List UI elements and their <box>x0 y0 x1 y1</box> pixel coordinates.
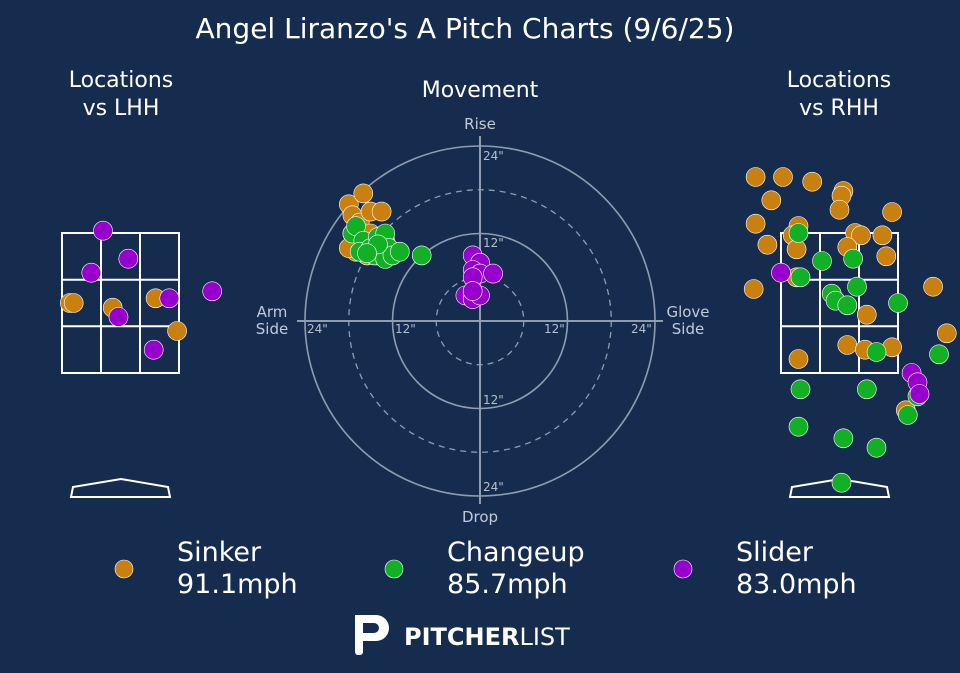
rhh-sinker-point <box>745 167 766 187</box>
rhh-sinker-point <box>923 276 943 297</box>
rhh-changeup-point <box>856 379 877 400</box>
rhh-changeup-point <box>788 223 809 243</box>
rhh-changeup-point <box>790 379 811 400</box>
rhh-sinker-point <box>788 349 809 369</box>
movement-slider-point <box>462 281 483 301</box>
legend-changeup-label: Changeup <box>447 537 585 568</box>
lhh-sinker-point <box>167 321 187 341</box>
ring-label-left-12: 12" <box>395 322 416 336</box>
rhh-sinker-point <box>856 304 877 325</box>
ring-label-top-24: 24" <box>483 149 504 163</box>
pitcherlist-p-logo-icon <box>355 615 389 655</box>
legend-sinker-speed: 91.1mph <box>177 569 298 600</box>
axis-label-glove: Glove <box>666 303 709 321</box>
axis-label-side-left: Side <box>256 320 288 338</box>
rhh-changeup-point <box>929 344 949 365</box>
rhh-title-line1: Locations <box>787 68 892 93</box>
movement-slider-point <box>483 263 503 284</box>
rhh-changeup-point <box>790 267 811 288</box>
rhh-sinker-point <box>745 213 766 234</box>
lhh-slider-point <box>159 288 180 309</box>
axis-label-drop: Drop <box>462 508 498 526</box>
rhh-sinker-point <box>802 171 823 192</box>
rhh-slider-point <box>771 262 791 283</box>
lhh-slider-point <box>202 281 222 302</box>
rhh-changeup-point <box>847 276 867 297</box>
movement-grid <box>297 136 663 504</box>
rhh-sinker-point <box>936 323 957 344</box>
rhh-changeup-point <box>843 248 863 269</box>
legend-changeup-speed: 85.7mph <box>447 569 568 600</box>
movement-changeup-point <box>357 243 377 263</box>
rhh-changeup-point <box>866 342 887 362</box>
brand-bold: PITCHER <box>404 623 519 651</box>
rhh-changeup-point <box>866 437 887 458</box>
rhh-sinker-point <box>851 225 871 246</box>
ring-label-right-12: 12" <box>544 322 565 336</box>
ring-label-bottom-12: 12" <box>483 393 504 407</box>
rhh-sinker-point <box>757 234 778 255</box>
rhh-sinker-point <box>761 190 782 211</box>
ring-label-top-12: 12" <box>483 236 504 250</box>
movement-sinker-point <box>371 201 392 222</box>
rhh-sinker-point <box>872 225 893 246</box>
legend-sinker-label: Sinker <box>177 537 262 568</box>
rhh-sinker-point <box>837 335 858 355</box>
rhh-sinker-point <box>773 167 793 187</box>
rhh-title-line2: vs RHH <box>799 96 879 121</box>
legend-slider-label: Slider <box>736 537 814 568</box>
legend-changeup-dot <box>384 559 404 579</box>
lhh-slider-point <box>143 339 164 360</box>
lhh-home-plate <box>69 477 172 498</box>
legend-slider-dot <box>673 559 693 579</box>
ring-label-bottom-24: 24" <box>483 480 504 494</box>
axis-label-arm: Arm <box>257 303 288 321</box>
rhh-sinker-point <box>876 246 897 267</box>
lhh-title-line2: vs LHH <box>83 96 160 121</box>
lhh-sinker-point <box>63 293 84 313</box>
rhh-sinker-point <box>743 279 764 299</box>
lhh-slider-point <box>108 307 129 327</box>
movement-changeup-point <box>411 245 432 266</box>
lhh-slider-point <box>118 248 139 269</box>
movement-sinker-point <box>353 183 374 204</box>
lhh-slider-point <box>81 262 102 283</box>
legend-slider-speed: 83.0mph <box>736 569 857 600</box>
rhh-home-plate <box>788 477 891 498</box>
legend-sinker-dot <box>114 559 134 579</box>
axis-label-side-right: Side <box>672 320 704 338</box>
pitch-points <box>60 167 957 493</box>
rhh-changeup-point <box>788 416 809 437</box>
legend: Sinker 91.1mph Changeup 85.7mph Slider 8… <box>114 537 857 600</box>
rhh-sinker-point <box>786 239 807 260</box>
rhh-changeup-point <box>897 405 918 425</box>
movement-changeup-point <box>389 241 410 262</box>
rhh-changeup-point <box>837 295 858 316</box>
rhh-changeup-point <box>831 472 852 493</box>
axis-label-rise: Rise <box>464 115 496 133</box>
lhh-title-line1: Locations <box>69 68 174 93</box>
rhh-changeup-point <box>888 293 908 313</box>
rhh-slider-point <box>909 384 930 404</box>
chart-title: Angel Liranzo's A Pitch Charts (9/6/25) <box>196 12 735 45</box>
rhh-sinker-point <box>882 202 902 222</box>
lhh-slider-point <box>93 220 113 241</box>
brand-light: LIST <box>519 623 570 651</box>
rhh-changeup-point <box>812 251 832 271</box>
svg-text:PITCHERLIST: PITCHERLIST <box>404 623 570 651</box>
pitcherlist-logo: PITCHERLIST <box>355 615 570 655</box>
ring-label-right-24: 24" <box>631 322 652 336</box>
ring-label-left-24: 24" <box>307 322 328 336</box>
movement-title: Movement <box>422 78 539 103</box>
rhh-changeup-point <box>833 428 854 449</box>
rhh-sinker-point <box>829 199 850 220</box>
